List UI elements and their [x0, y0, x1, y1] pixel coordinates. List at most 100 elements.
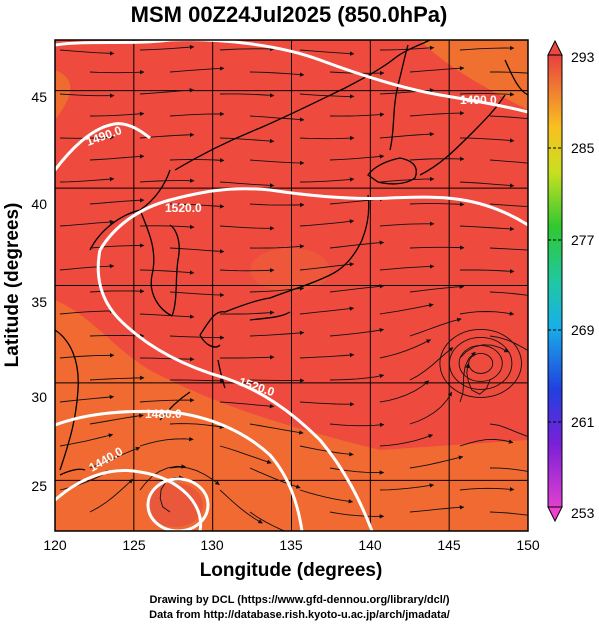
streamline — [379, 176, 435, 183]
streamline — [489, 467, 528, 472]
streamline — [299, 135, 355, 141]
streamline — [89, 111, 145, 117]
streamline — [409, 284, 465, 293]
streamline — [169, 335, 225, 340]
contour-1490-north — [55, 40, 528, 114]
credit-drawing: Drawing by DCL (https://www.gfd-dennou.o… — [149, 594, 450, 606]
x-tick-label: 150 — [516, 537, 540, 553]
colorbar-label: 285 — [571, 140, 595, 156]
colorbar-bottom-arrow — [547, 506, 563, 523]
chart-title: MSM 00Z24Jul2025 (850.0hPa) — [131, 2, 448, 27]
streamline — [139, 44, 195, 51]
streamline — [489, 511, 528, 516]
x-tick-label: 125 — [122, 537, 146, 553]
streamline — [299, 49, 355, 56]
streamline — [409, 66, 465, 73]
streamline — [249, 467, 301, 489]
streamline — [379, 45, 435, 51]
height-contours — [55, 40, 528, 531]
streamline — [329, 154, 385, 161]
streamline — [329, 511, 385, 519]
streamline — [169, 423, 225, 429]
streamline — [409, 347, 454, 381]
streamline — [379, 483, 435, 491]
streamline — [219, 401, 275, 409]
colorbar-top-arrow — [547, 39, 563, 56]
streamline — [249, 330, 305, 337]
streamline — [409, 455, 464, 469]
streamline — [170, 378, 225, 384]
streamline — [139, 88, 195, 95]
streamline — [489, 291, 528, 296]
streamline — [329, 112, 385, 117]
streamline — [379, 221, 435, 227]
streamline — [139, 224, 195, 230]
wind-streamlines — [59, 44, 528, 531]
warm-spot-japan — [250, 248, 330, 292]
streamline — [59, 263, 115, 271]
streamline — [59, 219, 115, 227]
streamline — [89, 478, 134, 513]
streamline — [249, 159, 305, 166]
streamline — [379, 131, 435, 139]
streamline — [299, 489, 354, 504]
streamline — [59, 176, 115, 183]
streamline — [89, 198, 145, 205]
contour-1520-north — [98, 187, 528, 251]
plot-area: 1490.0 1490.0 1520.0 1520.0 1480.0 1440.… — [55, 40, 528, 531]
streamline — [139, 178, 195, 183]
streamline — [409, 202, 465, 207]
streamline — [249, 244, 305, 249]
streamline — [219, 46, 275, 52]
warm-region-northwest — [55, 70, 71, 120]
streamline — [89, 69, 145, 75]
streamline — [409, 505, 465, 513]
streamline — [139, 436, 194, 447]
streamline — [459, 92, 515, 97]
streamline — [329, 284, 385, 293]
streamline — [59, 49, 115, 56]
streamline — [379, 434, 434, 447]
streamline — [409, 391, 453, 425]
streamline — [299, 177, 355, 183]
x-tick-label: 130 — [200, 537, 224, 553]
streamline — [139, 356, 195, 362]
streamline — [465, 363, 491, 395]
streamline — [299, 401, 355, 407]
streamline — [459, 269, 515, 274]
y-tick-label: 25 — [31, 478, 47, 494]
contour-1490-west — [55, 122, 151, 171]
streamline — [489, 335, 528, 352]
credit-data: Data from http://database.rish.kyoto-u.a… — [149, 609, 450, 621]
streamline — [249, 202, 305, 208]
colorbar-body — [547, 54, 563, 508]
colorbar-label: 261 — [571, 414, 595, 430]
streamline — [59, 433, 114, 447]
cyclone-streamline — [439, 328, 522, 398]
streamline — [59, 93, 115, 98]
contour-label-1: 1490.0 — [460, 93, 497, 107]
contour-typhoon-inner — [146, 477, 210, 531]
streamline — [329, 327, 385, 337]
cyclone-streamline — [449, 336, 513, 390]
streamline — [249, 423, 304, 435]
streamline — [169, 466, 220, 486]
streamline — [169, 66, 225, 73]
streamline — [459, 344, 509, 359]
streamline — [489, 159, 528, 164]
streamline — [409, 156, 465, 162]
x-tick-label: 145 — [437, 537, 461, 553]
warm-region-northeast — [420, 40, 528, 110]
streamline — [89, 243, 145, 249]
streamline — [249, 286, 305, 293]
streamline — [59, 394, 115, 403]
streamline — [169, 111, 225, 117]
streamline — [89, 375, 145, 381]
y-tick-label: 30 — [31, 389, 47, 405]
streamline — [89, 288, 145, 294]
y-tick-label: 35 — [31, 294, 47, 310]
streamline — [169, 158, 225, 163]
streamline — [59, 308, 115, 315]
streamline — [459, 351, 476, 403]
streamline — [459, 487, 515, 492]
